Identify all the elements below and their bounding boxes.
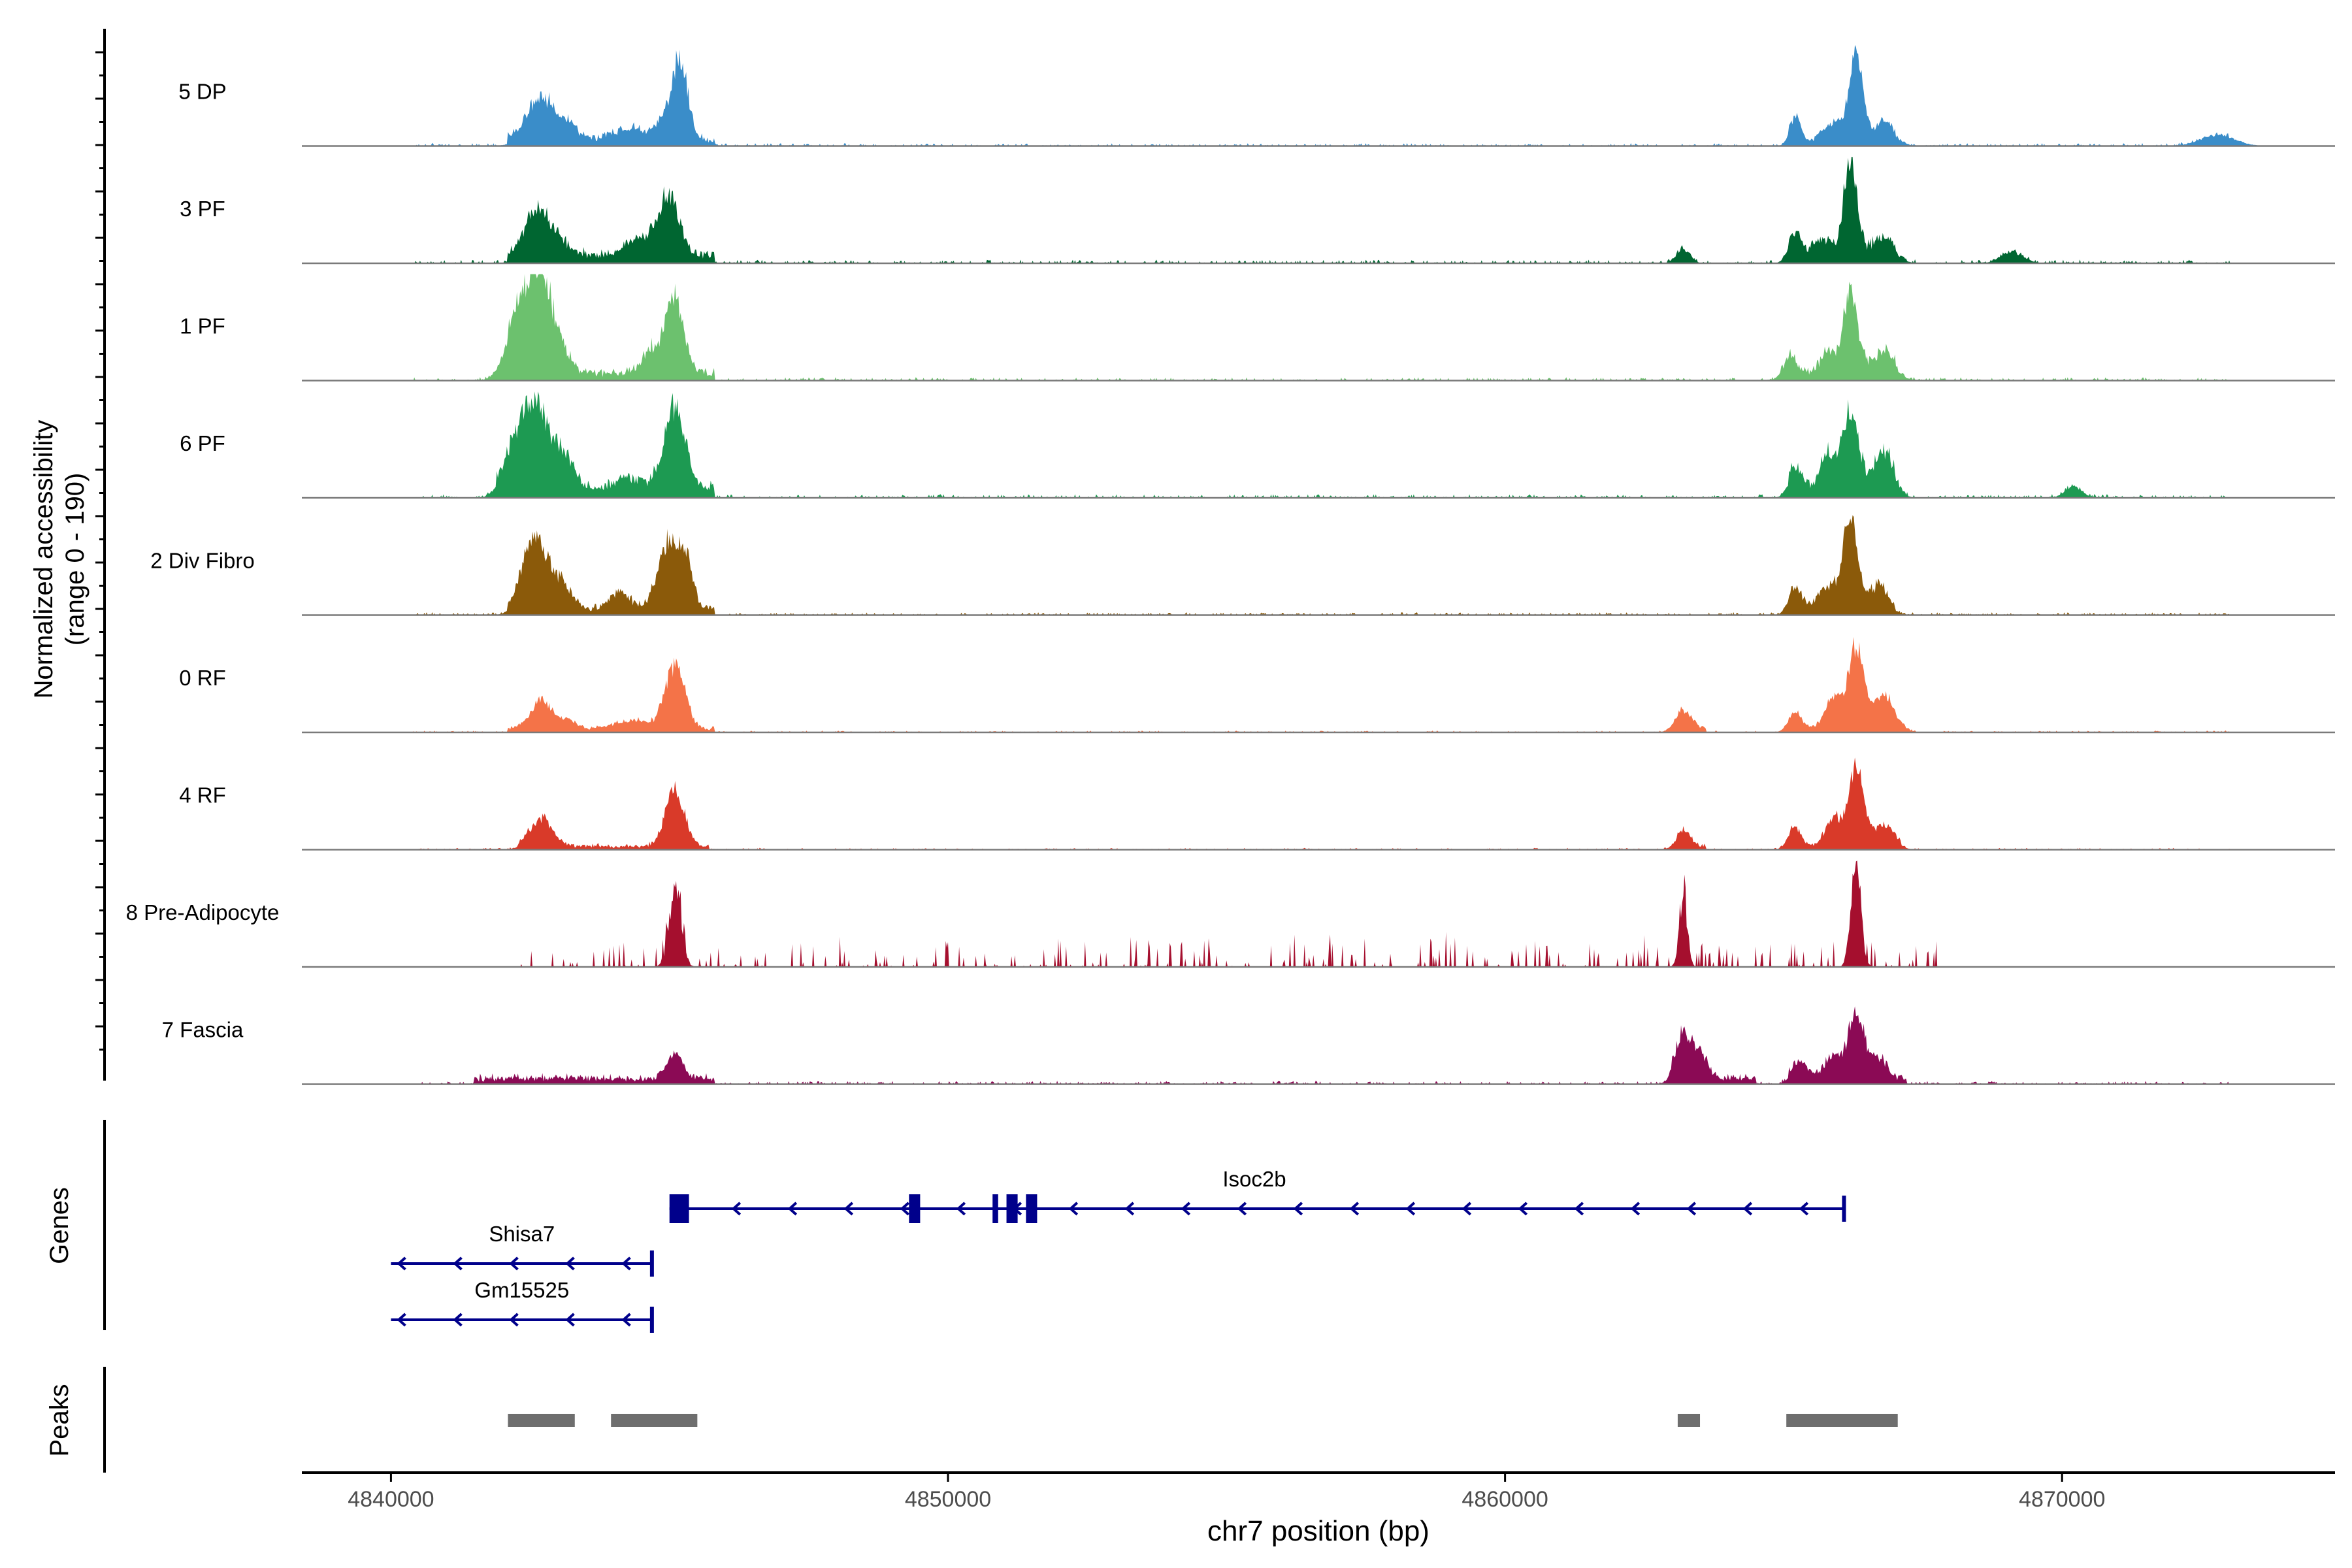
gene-label: Gm15525: [474, 1278, 569, 1302]
coverage-area: [302, 515, 2335, 615]
track-label: 2 Div Fibro: [150, 549, 255, 573]
exon: [992, 1194, 998, 1223]
coverage-y-ticks: [95, 51, 105, 1051]
strand-chevron: [565, 1256, 575, 1271]
coverage-tracks: 5 DP 3 PF 1 PF 6 PF 2 Div Fibro 0 RF 4 RF 8 Pre…: [126, 44, 2335, 1085]
strand-chevron: [1742, 1201, 1753, 1216]
strand-chevron: [1068, 1201, 1079, 1216]
strand-chevron: [1181, 1201, 1191, 1216]
strand-chevron: [1293, 1201, 1303, 1216]
strand-chevron: [1349, 1201, 1360, 1216]
track-label: 8 Pre-Adipocyte: [126, 900, 280, 924]
strand-chevron: [731, 1201, 742, 1216]
gene-shisa7: Shisa7: [391, 1222, 654, 1277]
exon: [649, 1250, 654, 1277]
genes-panel-label: Genes: [45, 1187, 74, 1264]
coverage-area: [302, 1006, 2335, 1085]
coverage-area: [302, 44, 2335, 146]
strand-chevron: [1124, 1201, 1135, 1216]
coverage-area: [302, 157, 2335, 263]
x-tick-label: 4840000: [348, 1487, 434, 1512]
strand-chevron: [1686, 1201, 1697, 1216]
x-tick-label: 4860000: [1462, 1487, 1548, 1512]
strand-chevron: [956, 1201, 966, 1216]
gene-isoc2b: Isoc2b: [669, 1167, 1846, 1223]
strand-chevron: [453, 1313, 463, 1327]
y-axis-label-line1: Normalized accessibility: [29, 420, 58, 699]
exon: [909, 1194, 921, 1223]
strand-chevron: [509, 1256, 519, 1271]
strand-chevron: [397, 1256, 406, 1271]
track-8-pre-adipocyte: 8 Pre-Adipocyte: [126, 860, 2335, 968]
track-5-dp: 5 DP: [178, 44, 2335, 147]
track-4-rf: 4 RF: [179, 757, 2335, 851]
track-label: 7 Fascia: [162, 1018, 244, 1042]
strand-chevron: [621, 1313, 631, 1327]
track-2-div-fibro: 2 Div Fibro: [150, 515, 2335, 616]
peak-region: [1786, 1414, 1898, 1427]
track-3-pf: 3 PF: [180, 157, 2335, 265]
x-axis-title: chr7 position (bp): [1207, 1515, 1429, 1547]
exon: [1026, 1194, 1037, 1223]
track-1-pf: 1 PF: [180, 274, 2335, 382]
x-tick-label: 4850000: [905, 1487, 991, 1512]
gene-label: Shisa7: [489, 1222, 555, 1246]
track-6-pf: 6 PF: [180, 391, 2335, 499]
coverage-area: [302, 757, 2335, 850]
strand-chevron: [787, 1201, 798, 1216]
track-label: 0 RF: [179, 666, 226, 690]
exon: [649, 1307, 654, 1333]
peak-region: [611, 1414, 698, 1427]
coverage-area: [302, 391, 2335, 498]
track-label: 1 PF: [180, 314, 225, 338]
strand-chevron: [453, 1256, 463, 1271]
x-axis-ticks: 4840000 4850000 4860000 4870000: [348, 1473, 2105, 1512]
coverage-area: [302, 274, 2335, 381]
peak-region: [508, 1414, 575, 1427]
strand-chevron: [1405, 1201, 1416, 1216]
strand-chevron: [1518, 1201, 1528, 1216]
track-label: 5 DP: [178, 80, 226, 104]
exon: [1842, 1196, 1846, 1222]
strand-chevron: [565, 1313, 575, 1327]
strand-chevron: [1574, 1201, 1584, 1216]
track-label: 4 RF: [179, 783, 226, 808]
x-tick-label: 4870000: [2019, 1487, 2105, 1512]
y-axis-label-line2: (range 0 - 190): [61, 473, 90, 646]
strand-chevron: [1799, 1201, 1809, 1216]
track-label: 6 PF: [180, 431, 225, 455]
peak-regions: [508, 1414, 1898, 1427]
gene-annotations: Isoc2b Shisa7 Gm15525: [391, 1167, 1846, 1333]
track-0-rf: 0 RF: [179, 637, 2335, 734]
strand-chevron: [1630, 1201, 1641, 1216]
strand-chevron: [397, 1313, 406, 1327]
exon: [669, 1194, 689, 1223]
gene-gm15525: Gm15525: [391, 1278, 654, 1333]
strand-chevron: [843, 1201, 854, 1216]
gene-label: Isoc2b: [1222, 1167, 1286, 1191]
peaks-panel-label: Peaks: [45, 1384, 74, 1456]
peak-region: [1677, 1414, 1701, 1427]
strand-chevron: [509, 1313, 519, 1327]
strand-chevron: [621, 1256, 631, 1271]
track-label: 3 PF: [180, 197, 225, 221]
coverage-area: [302, 860, 2335, 967]
strand-chevron: [1237, 1201, 1247, 1216]
coverage-area: [302, 637, 2335, 732]
exon: [1006, 1194, 1018, 1223]
strand-chevron: [900, 1201, 910, 1216]
strand-chevron: [1462, 1201, 1472, 1216]
track-7-fascia: 7 Fascia: [162, 1006, 2335, 1085]
